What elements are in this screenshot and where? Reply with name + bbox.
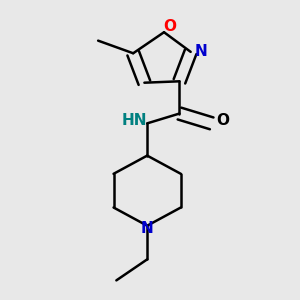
Text: O: O (216, 113, 229, 128)
Text: N: N (195, 44, 208, 59)
Text: HN: HN (122, 113, 147, 128)
Text: O: O (164, 19, 177, 34)
Text: N: N (141, 221, 154, 236)
